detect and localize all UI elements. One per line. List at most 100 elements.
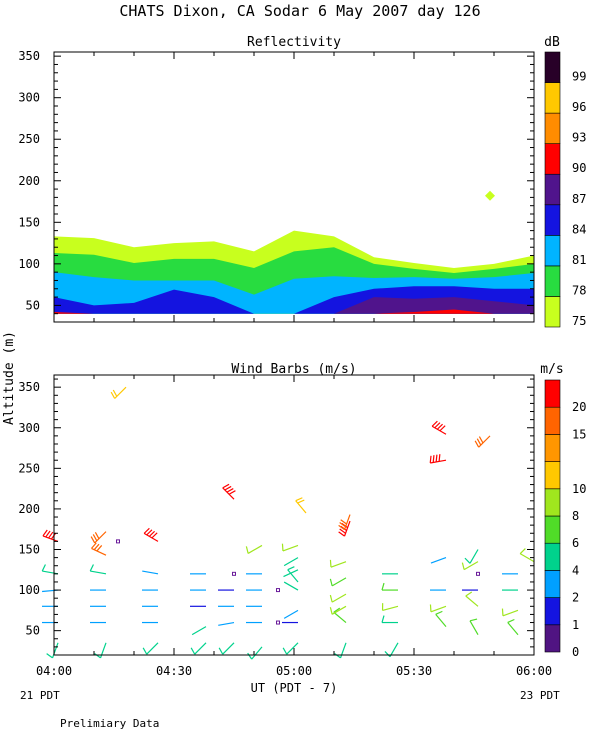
wind-barb-staff [283, 569, 299, 578]
wind-barb-flag [224, 485, 232, 491]
wind-barb-flag [295, 497, 303, 502]
wind-barb-staff [430, 459, 447, 464]
wind-barb-staff [142, 570, 159, 575]
wind-barb-staff [194, 642, 207, 655]
wind-colorbar-swatch [544, 542, 561, 571]
reflectivity-y-tick-label: 200 [18, 174, 40, 188]
wind-barb [222, 483, 236, 500]
wind-y-tick-label: 150 [18, 542, 40, 556]
wind-barb-flag [90, 536, 96, 544]
wind-barb [435, 610, 447, 627]
wind-barb-flag [222, 483, 230, 489]
wind-barb-staff [222, 487, 235, 500]
wind-colorbar-swatch [544, 570, 561, 598]
wind-barb [519, 548, 535, 563]
wind-barb-flag [439, 425, 446, 432]
wind-barb-flag [218, 647, 224, 655]
wind-barb-staff [431, 425, 447, 435]
wind-barb [94, 642, 107, 659]
wind-barb-flag [432, 455, 435, 463]
wind-colorbar-swatch [544, 488, 561, 517]
wind-calm-marker [116, 539, 120, 544]
wind-colorbar-label: m/s [540, 362, 563, 377]
wind-colorbar-label: 0 [572, 645, 579, 659]
dB-colorbar-label: 78 [572, 283, 586, 297]
wind-barb [46, 642, 59, 659]
wind-barb-flag [297, 499, 305, 504]
reflectivity-colorbar: 75 78 81 84 87 90 93 96 99 [544, 51, 586, 328]
wind-barb [384, 642, 399, 658]
wind-colorbar-swatch [544, 515, 561, 544]
wind-barb-flag [476, 438, 482, 446]
y-axis-label: Altitude (m) [2, 331, 17, 425]
wind-barb-flag [110, 391, 116, 399]
wind-barb-staff [283, 581, 299, 591]
wind-axes: 04:00 04:30 05:00 05:30 06:00 50 100 150 200 250 3… [18, 374, 552, 678]
wind-barb-flag [438, 454, 441, 462]
wind-barb-flag [338, 524, 345, 531]
wind-barb-flag [41, 564, 46, 572]
wind-barb [333, 607, 347, 623]
wind-barb-staff [382, 605, 399, 612]
wind-barb-staff [331, 593, 347, 603]
wind-barb-flag [384, 651, 391, 658]
wind-barbs [41, 386, 535, 660]
wind-barb-staff [465, 595, 479, 607]
wind-barb-staff [435, 613, 447, 627]
wind-barb-flag [146, 529, 153, 536]
wind-barb-staff [51, 642, 59, 659]
wind-barb-flag [465, 591, 473, 597]
wind-calm-marker [232, 571, 236, 576]
wind-y-tick-label: 300 [18, 421, 40, 435]
wind-colorbar-label: 2 [572, 591, 579, 605]
wind-barb [329, 559, 347, 568]
reflectivity-y-tick-label: 100 [18, 257, 40, 271]
wind-x-tick-label: 05:30 [396, 664, 432, 678]
dB-colorbar-swatch-90 [544, 143, 561, 175]
wind-barb-staff [339, 642, 347, 659]
wind-colorbar-label: 15 [572, 427, 586, 441]
wind-barb-staff [478, 435, 491, 448]
dB-colorbar-swatch-75 [544, 296, 561, 328]
wind-barb [42, 529, 59, 542]
wind-barb [282, 642, 299, 655]
wind-colorbar-label: 8 [572, 509, 579, 523]
wind-barb-staff [94, 531, 107, 544]
wind-barb-staff [114, 386, 127, 399]
wind-barb-flag [48, 531, 54, 539]
wind-barb [465, 591, 479, 607]
reflectivity-band-87dB [54, 297, 534, 314]
wind-barb [283, 557, 299, 567]
wind-colorbar-swatch [544, 434, 561, 462]
wind-barb-flag [92, 534, 98, 542]
preliminary-note: Prelimiary Data [60, 717, 159, 730]
wind-barb-flag [339, 528, 346, 534]
wind-barb [334, 642, 347, 659]
wind-y-tick-label: 100 [18, 583, 40, 597]
dB-colorbar-swatch-87 [544, 173, 561, 206]
dB-colorbar-label: 93 [572, 131, 586, 145]
wind-x-tick-label: 04:30 [156, 664, 192, 678]
dB-colorbar-label: 90 [572, 161, 586, 175]
wind-barb-staff [282, 544, 299, 552]
wind-barb-flag [287, 566, 295, 571]
wind-barb-staff [143, 532, 159, 542]
wind-barb [191, 626, 207, 636]
wind-barb-flag [435, 454, 438, 463]
wind-barb-staff [191, 626, 207, 636]
wind-barb [329, 593, 347, 603]
wind-barb [381, 615, 398, 624]
wind-barb [381, 603, 399, 612]
wind-colorbar-label: 6 [572, 536, 579, 550]
wind-x-tick-label: 06:00 [516, 664, 552, 678]
wind-barb-flag [143, 527, 150, 534]
wind-barb-staff [287, 569, 299, 583]
reflectivity-colorbar-label: dB [544, 35, 560, 50]
dB-colorbar-label: 81 [572, 253, 586, 267]
wind-barb-flag [93, 543, 100, 551]
wind-barb-flag [151, 532, 158, 539]
wind-colorbar-swatch [544, 597, 561, 626]
wind-barb [431, 420, 447, 435]
reflectivity-title: Reflectivity [247, 35, 341, 50]
